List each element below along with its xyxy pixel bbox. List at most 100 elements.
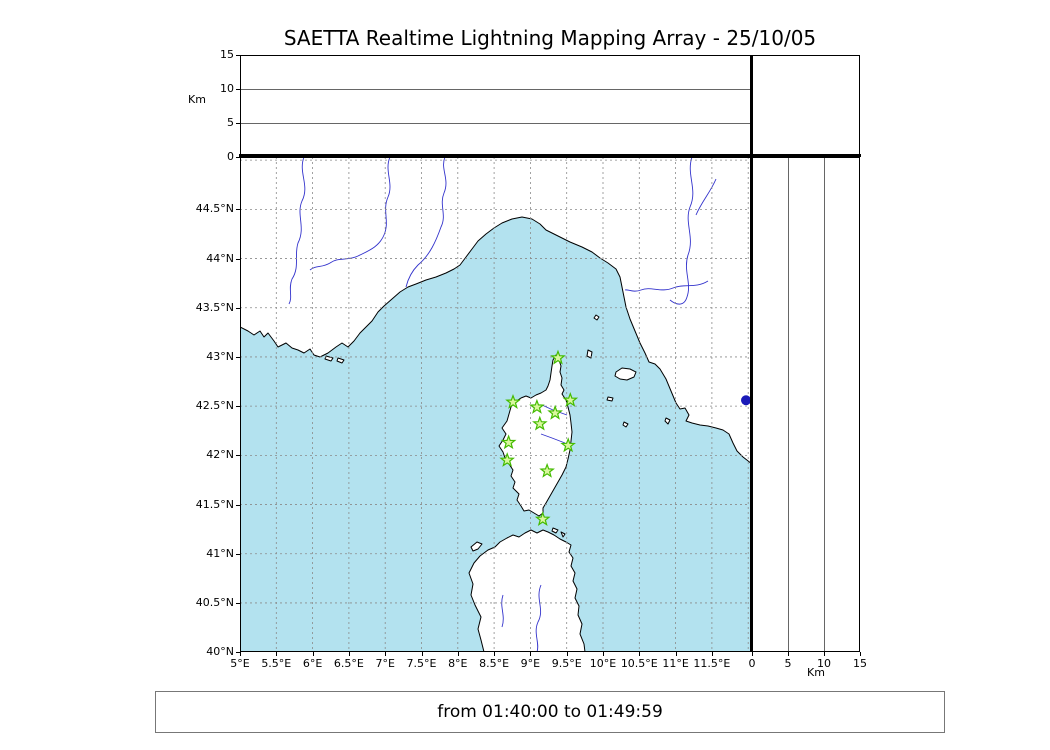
river-tiber-branch [695, 178, 717, 216]
maddalena-island-2 [560, 531, 566, 538]
lat-tick-mark [236, 258, 240, 260]
river-var [405, 157, 447, 288]
lat-tick-label: 43.5°N [195, 300, 234, 314]
station-marker [550, 349, 566, 365]
gorgona-island [593, 314, 600, 321]
station-marker [562, 391, 579, 407]
altitude-grid-line [788, 158, 789, 651]
sardinia-landmass [468, 529, 586, 652]
lat-tick-label: 44°N [206, 251, 234, 265]
lon-tick-label: 6.5°E [333, 657, 364, 670]
alt-right-tick-mark [824, 652, 825, 656]
alt-tick-label: 15 [220, 48, 234, 61]
altitude-grid-line [241, 123, 750, 124]
alt-right-tick-mark [752, 652, 753, 656]
graticule-grid [240, 157, 752, 652]
lon-tick-label: 7°E [375, 657, 395, 670]
lon-tick-label: 5°E [230, 657, 250, 670]
lon-tick-label: 10°E [589, 657, 617, 670]
alt-tick-label: 0 [227, 150, 234, 163]
lat-tick-mark [236, 307, 240, 309]
corsica-landmass [498, 354, 573, 517]
station-marker [547, 404, 563, 420]
giglio-island [664, 417, 671, 425]
lat-tick-label: 41°N [206, 546, 234, 560]
lat-tick-label: 42°N [206, 448, 234, 462]
lat-tick-label: 42.5°N [195, 399, 234, 413]
lon-tick-label: 9.5°E [551, 657, 582, 670]
lat-tick-label: 41.5°N [195, 497, 234, 511]
lat-tick-mark [236, 209, 240, 211]
station-marker [499, 452, 515, 467]
lon-tick-mark [530, 652, 532, 656]
altitude-longitude-panel [240, 55, 752, 157]
river-sardinia-1 [535, 584, 542, 652]
station-markers [499, 349, 579, 527]
lon-tick-label: 6°E [302, 657, 323, 670]
frame-divider-vertical [750, 55, 753, 652]
station-marker [529, 398, 545, 414]
lon-tick-mark [385, 652, 387, 656]
lon-tick-label: 8°E [448, 657, 468, 670]
time-range-label: from 01:40:00 to 01:49:59 [437, 702, 663, 722]
altitude-axis-label-top: Km [188, 93, 206, 106]
map-panel [240, 157, 752, 652]
source-point-marker [741, 395, 752, 406]
altitude-grid-line [241, 89, 750, 90]
lon-tick-label: 9°E [520, 657, 541, 670]
elba-island [614, 367, 637, 381]
river-arno [624, 280, 709, 292]
station-marker [532, 415, 548, 431]
alt-right-tick-label: 10 [817, 657, 831, 670]
lat-tick-mark [236, 652, 240, 654]
lon-tick-label: 11°E [662, 657, 689, 670]
lon-tick-label: 5.5°E [261, 657, 292, 670]
station-marker [560, 437, 576, 453]
rivers [288, 157, 717, 652]
pianosa-island [606, 396, 614, 402]
lon-tick-label: 10.5°E [620, 657, 658, 670]
corner-box [752, 55, 860, 157]
altitude-latitude-panel [752, 157, 860, 652]
alt-right-tick-label: 5 [784, 657, 792, 670]
lon-tick-label: 11.5°E [693, 657, 731, 670]
river-durance [309, 157, 391, 271]
lat-tick-label: 40.5°N [195, 595, 234, 609]
alt-tick-label: 5 [227, 116, 234, 129]
alt-right-tick-label: 15 [853, 657, 867, 670]
alt-tick-mark [236, 55, 240, 56]
alt-right-tick-mark [860, 652, 861, 656]
alt-tick-mark [236, 89, 240, 90]
alt-right-tick-label: 0 [748, 657, 756, 670]
station-marker [539, 462, 555, 478]
time-range-box: from 01:40:00 to 01:49:59 [155, 691, 945, 733]
river-rhone [288, 157, 306, 305]
station-marker [505, 393, 521, 409]
lon-tick-label: 8.5°E [479, 657, 510, 670]
lon-tick-mark [603, 652, 604, 656]
hyeres-island-2 [336, 357, 345, 364]
lat-tick-label: 40°N [206, 645, 234, 659]
lat-tick-mark [236, 553, 240, 555]
lon-tick-mark [675, 652, 677, 656]
chart-title: SAETTA Realtime Lightning Mapping Array … [283, 26, 817, 50]
lon-tick-label: 7.5°E [406, 657, 437, 670]
lon-tick-mark [711, 652, 713, 656]
river-tavignano [540, 433, 566, 444]
maddalena-island [551, 527, 559, 534]
capraia-island [586, 349, 593, 359]
lat-tick-mark [236, 455, 240, 457]
lat-tick-label: 43°N [206, 349, 234, 363]
river-sardinia-2 [501, 594, 504, 628]
lon-tick-mark [494, 652, 496, 656]
lon-tick-mark [421, 652, 423, 656]
mainland-coastline [240, 157, 752, 465]
lon-tick-mark [348, 652, 350, 656]
asinara-island [470, 541, 483, 552]
station-marker [534, 511, 551, 527]
alt-tick-mark [236, 123, 240, 124]
river-golo [541, 404, 568, 416]
lat-tick-mark [236, 504, 240, 506]
lon-tick-mark [276, 652, 278, 656]
altitude-axis-label-right: Km [807, 666, 825, 679]
